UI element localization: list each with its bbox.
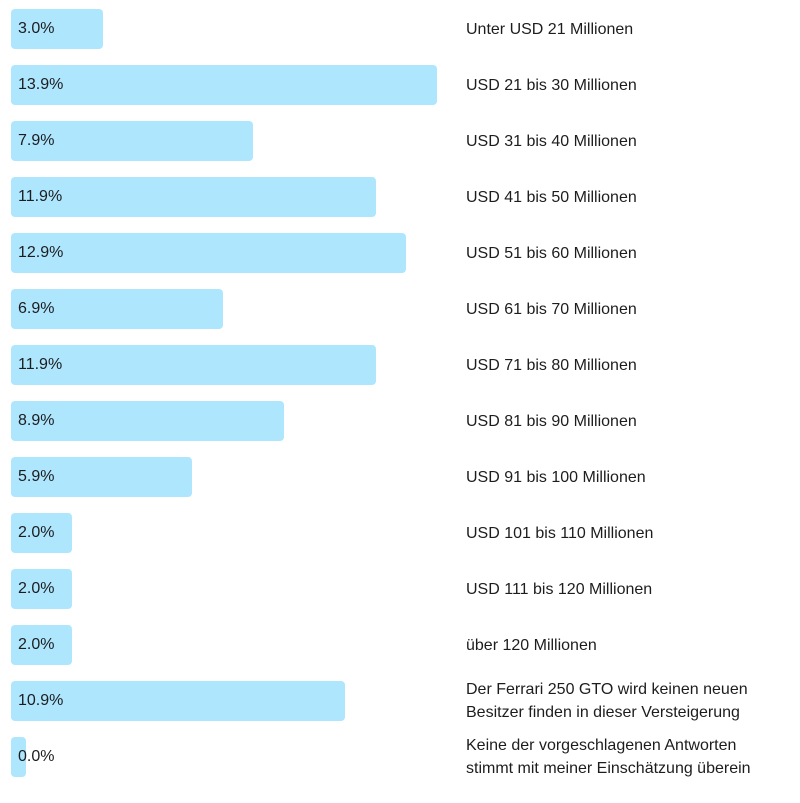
category-label: USD 81 bis 90 Millionen [466, 412, 637, 430]
category-label: USD 41 bis 50 Millionen [466, 188, 637, 206]
bar [11, 289, 223, 329]
bar-row: 11.9% USD 71 bis 80 Millionen [0, 345, 800, 385]
bar-row: 6.9% USD 61 bis 70 Millionen [0, 289, 800, 329]
bar [11, 625, 73, 665]
bar-row: 8.9% USD 81 bis 90 Millionen [0, 401, 800, 441]
category-label: USD 91 bis 100 Millionen [466, 468, 646, 486]
value-label: 2.0% [18, 636, 55, 653]
bar-row: 2.0% über 120 Millionen [0, 625, 800, 665]
bar [11, 9, 103, 49]
category-label: USD 71 bis 80 Millionen [466, 356, 637, 374]
bar-row: 3.0% Unter USD 21 Millionen [0, 9, 800, 49]
value-label: 6.9% [18, 300, 55, 317]
category-label: USD 101 bis 110 Millionen [466, 524, 654, 542]
value-label: 10.9% [18, 692, 64, 709]
category-label: über 120 Millionen [466, 636, 597, 654]
value-label: 0.0% [18, 748, 55, 765]
bar-row: 11.9% USD 41 bis 50 Millionen [0, 177, 800, 217]
bar-row: 12.9% USD 51 bis 60 Millionen [0, 233, 800, 273]
bar [11, 65, 437, 105]
bar [11, 569, 73, 609]
category-label: USD 111 bis 120 Millionen [466, 580, 653, 598]
bar [11, 457, 192, 497]
bar [11, 737, 26, 777]
value-label: 11.9% [18, 188, 63, 205]
value-label: 2.0% [18, 524, 55, 541]
bar-row: 2.0% USD 101 bis 110 Millionen [0, 513, 800, 553]
bar [11, 513, 73, 553]
value-label: 13.9% [18, 76, 64, 93]
category-label: Keine der vorgeschlagenen Antworten stim… [466, 737, 751, 777]
value-label: 5.9% [18, 468, 55, 485]
bar-row: 2.0% USD 111 bis 120 Millionen [0, 569, 800, 609]
value-label: 11.9% [18, 356, 63, 373]
bar [11, 233, 407, 273]
bar-row: 13.9% USD 21 bis 30 Millionen [0, 65, 800, 105]
value-label: 8.9% [18, 412, 55, 429]
bar [11, 681, 346, 721]
category-label: USD 31 bis 40 Millionen [466, 132, 637, 150]
value-label: 2.0% [18, 580, 55, 597]
bar [11, 401, 284, 441]
value-label: 12.9% [18, 244, 64, 261]
bar-row: 0.0% Keine der vorgeschlagenen Antworten … [0, 737, 800, 777]
bar-row: 7.9% USD 31 bis 40 Millionen [0, 121, 800, 161]
category-label: USD 21 bis 30 Millionen [466, 76, 637, 94]
category-label: USD 61 bis 70 Millionen [466, 300, 637, 318]
bar [11, 121, 254, 161]
category-label: Unter USD 21 Millionen [466, 20, 634, 38]
value-label: 3.0% [18, 20, 55, 37]
category-label: Der Ferrari 250 GTO wird keinen neuen Be… [466, 681, 748, 721]
category-label: USD 51 bis 60 Millionen [466, 244, 637, 262]
bar [11, 345, 376, 385]
bar [11, 177, 376, 217]
bar-row: 5.9% USD 91 bis 100 Millionen [0, 457, 800, 497]
value-label: 7.9% [18, 132, 55, 149]
bar-row: 10.9% Der Ferrari 250 GTO wird keinen neu… [0, 681, 800, 721]
